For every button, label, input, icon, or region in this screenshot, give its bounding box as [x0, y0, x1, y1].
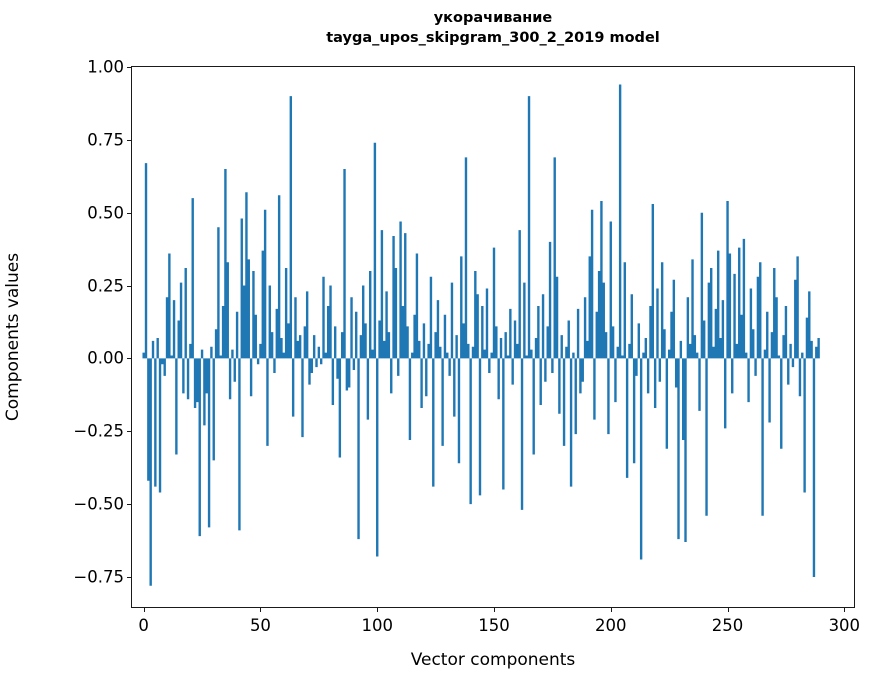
x-tick-label: 200 [595, 616, 627, 635]
x-tick-label: 0 [138, 616, 149, 635]
y-tick-mark [127, 576, 132, 578]
y-tick-label: −0.25 [73, 421, 124, 441]
y-tick-mark [127, 285, 132, 287]
y-axis-label: Components values [3, 252, 23, 422]
plot-area [132, 67, 854, 607]
bar-series [142, 84, 820, 586]
x-axis-label: Vector components [410, 650, 576, 670]
x-tick-mark [143, 607, 145, 612]
chart-title-line-2: tayga_upos_skipgram_300_2_2019 model [326, 30, 660, 46]
y-tick-mark [127, 67, 132, 68]
x-tick-mark [494, 607, 495, 612]
x-tick-label: 50 [249, 616, 271, 635]
y-tick-mark [127, 431, 132, 433]
y-tick-label: −0.75 [73, 567, 124, 587]
x-tick-mark [844, 607, 846, 612]
bar-path [142, 84, 820, 586]
chart-title: укорачивание tayga_upos_skipgram_300_2_2… [131, 8, 855, 48]
x-tick-mark [610, 607, 612, 612]
y-tick-mark [127, 139, 132, 141]
x-tick-mark [260, 607, 262, 612]
x-tick-mark [727, 607, 729, 612]
y-tick-label: −0.50 [73, 494, 124, 514]
x-tick-label: 150 [478, 616, 510, 635]
plot-axes: −0.75 −0.50 −0.25 0.00 0.25 0.50 0.75 1.00 0 50 1… [73, 58, 860, 636]
y-tick-label: 1.00 [87, 57, 124, 77]
x-tick-label: 100 [361, 616, 393, 635]
y-tick-label: 0.00 [87, 348, 124, 368]
x-tick-label: 250 [711, 616, 744, 635]
y-tick-label: 0.50 [87, 203, 124, 223]
y-tick-mark [127, 504, 132, 506]
y-tick-mark [127, 358, 132, 360]
chart-title-line-1: укорачивание [433, 10, 553, 26]
x-tick-mark [377, 607, 379, 612]
y-tick-label: 0.75 [87, 130, 124, 150]
x-tick-label: 300 [828, 616, 861, 635]
y-tick-label: 0.25 [87, 276, 124, 296]
y-tick-mark [127, 212, 132, 214]
